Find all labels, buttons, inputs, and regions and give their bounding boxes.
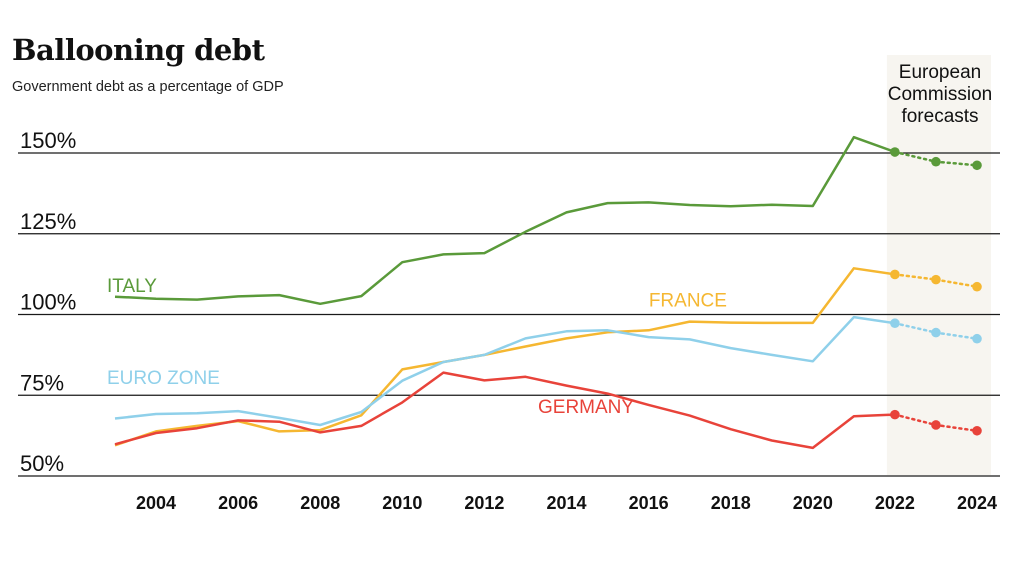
euro-zone-forecast-point — [972, 333, 982, 344]
x-tick-label: 2010 — [382, 493, 422, 513]
x-tick-label: 2006 — [218, 493, 258, 513]
x-tick-label: 2014 — [547, 493, 587, 513]
y-tick-label: 150% — [20, 128, 76, 153]
gridlines — [18, 152, 1000, 477]
y-axis-ticks: 150% 125% 100% 75% 50% — [20, 128, 76, 476]
euro-zone-label: EURO ZONE — [107, 368, 220, 389]
euro-zone-line — [114, 315, 896, 427]
italy-label: ITALY — [107, 276, 157, 297]
x-tick-label: 2018 — [711, 493, 751, 513]
chart-title: Ballooning debt — [12, 33, 266, 67]
chart-subtitle: Government debt as a percentage of GDP — [12, 79, 284, 95]
x-tick-label: 2020 — [793, 493, 833, 513]
france-forecast-point — [890, 269, 900, 280]
forecast-label-line-3: forecasts — [901, 106, 978, 127]
x-tick-label: 2022 — [875, 493, 915, 513]
france-label: FRANCE — [649, 290, 727, 311]
germany-label: GERMANY — [538, 397, 634, 418]
germany-forecast-point — [931, 420, 941, 430]
forecast-band — [886, 55, 991, 475]
x-axis-ticks: 2004 2006 2008 2010 2012 2014 2016 2018 2020 2022… — [136, 493, 997, 513]
x-tick-label: 2012 — [464, 493, 504, 513]
italy-forecast-point — [890, 147, 900, 157]
y-tick-label: 100% — [20, 290, 76, 315]
y-tick-label: 75% — [20, 370, 64, 395]
forecast-label-line-1: European — [899, 62, 981, 83]
y-tick-label: 50% — [20, 451, 64, 476]
y-tick-label: 125% — [20, 209, 76, 234]
italy-line — [114, 135, 896, 306]
x-tick-label: 2024 — [957, 493, 997, 513]
x-tick-label: 2004 — [136, 493, 176, 513]
euro-zone-forecast-point — [890, 318, 900, 329]
series-labels: ITALY FRANCE EURO ZONE GERMANY — [107, 276, 727, 418]
germany-forecast-point — [972, 425, 982, 436]
italy-forecast-point — [931, 156, 941, 167]
forecast-label-line-2: Commission — [888, 84, 993, 105]
france-forecast-point — [972, 281, 982, 292]
france-forecast-point — [931, 274, 941, 285]
x-tick-label: 2016 — [629, 493, 669, 513]
france-line — [114, 267, 896, 447]
x-tick-label: 2008 — [300, 493, 340, 513]
germany-line — [114, 371, 895, 450]
forecast-label: European Commission forecasts — [888, 62, 993, 127]
euro-zone-forecast-point — [931, 327, 941, 338]
germany-forecast-point — [890, 409, 900, 420]
series-lines — [114, 135, 982, 450]
italy-forecast-point — [972, 160, 982, 171]
